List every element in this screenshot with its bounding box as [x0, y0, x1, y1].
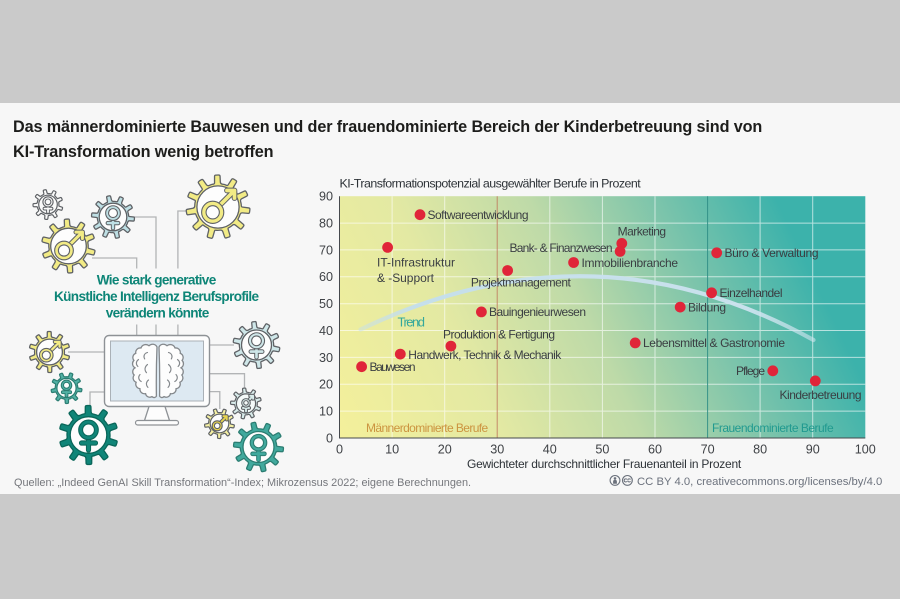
svg-text:Gewichteter durchschnittlicher: Gewichteter durchschnittlicher Frauenant… [467, 457, 742, 471]
svg-text:80: 80 [319, 217, 333, 231]
svg-text:& -Support: & -Support [377, 271, 435, 285]
svg-text:Bildung: Bildung [688, 300, 726, 314]
svg-text:Softwareentwicklung: Softwareentwicklung [428, 208, 529, 222]
svg-text:40: 40 [319, 324, 333, 338]
svg-text:70: 70 [701, 443, 715, 457]
svg-text:Büro & Verwaltung: Büro & Verwaltung [725, 246, 819, 260]
svg-text:70: 70 [319, 243, 333, 257]
svg-text:50: 50 [595, 443, 609, 457]
svg-text:0: 0 [326, 431, 333, 445]
svg-text:KI-Transformationspotenzial au: KI-Transformationspotenzial ausgewählter… [340, 177, 642, 191]
svg-text:Einzelhandel: Einzelhandel [720, 286, 783, 300]
svg-text:Marketing: Marketing [618, 224, 667, 238]
svg-text:40: 40 [543, 443, 557, 457]
svg-text:0: 0 [336, 443, 343, 457]
svg-text:50: 50 [319, 297, 333, 311]
svg-text:90: 90 [806, 443, 820, 457]
svg-text:Immobilienbranche: Immobilienbranche [582, 256, 679, 270]
svg-text:Bauwesen: Bauwesen [370, 360, 416, 374]
svg-text:30: 30 [490, 443, 504, 457]
svg-text:Bauingenieurwesen: Bauingenieurwesen [489, 305, 586, 319]
svg-text:20: 20 [438, 443, 452, 457]
svg-text:Handwerk, Technik & Mechanik: Handwerk, Technik & Mechanik [408, 348, 562, 362]
svg-text:60: 60 [648, 443, 662, 457]
svg-text:90: 90 [319, 190, 333, 204]
svg-text:30: 30 [319, 351, 333, 365]
svg-text:Wie stark generative: Wie stark generative [97, 273, 217, 288]
svg-text:20: 20 [319, 378, 333, 392]
svg-text:Trend: Trend [398, 315, 426, 330]
svg-text:10: 10 [385, 443, 399, 457]
svg-text:Kinderbetreuung: Kinderbetreuung [780, 388, 862, 402]
svg-text:Frauendominierte Berufe: Frauendominierte Berufe [712, 421, 834, 435]
svg-text:Bank- & Finanzwesen: Bank- & Finanzwesen [510, 241, 613, 255]
svg-text:Männerdominierte Berufe: Männerdominierte Berufe [366, 421, 489, 435]
svg-text:IT-Infrastruktur: IT-Infrastruktur [377, 256, 455, 270]
svg-text:Produktion & Fertigung: Produktion & Fertigung [443, 328, 555, 342]
svg-text:Künstliche Intelligenz Berufsp: Künstliche Intelligenz Berufsprofile [54, 289, 259, 304]
svg-text:verändern könnte: verändern könnte [106, 306, 210, 321]
svg-text:Pflege: Pflege [736, 364, 765, 378]
svg-text:100: 100 [855, 443, 876, 457]
svg-text:Lebensmittel & Gastronomie: Lebensmittel & Gastronomie [643, 336, 785, 350]
svg-text:Projektmanagement: Projektmanagement [471, 275, 572, 289]
svg-text:10: 10 [319, 405, 333, 419]
svg-text:80: 80 [753, 443, 767, 457]
svg-text:60: 60 [319, 270, 333, 284]
